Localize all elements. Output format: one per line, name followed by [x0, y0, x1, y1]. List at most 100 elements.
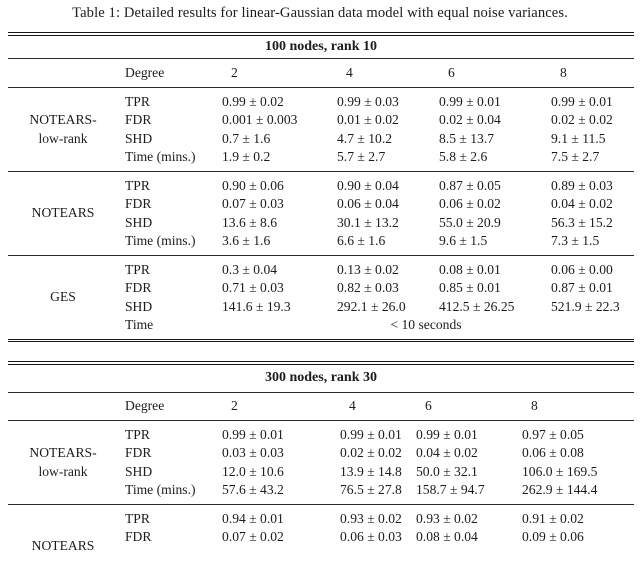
value-cell: 0.89 ± 0.03 — [551, 177, 613, 193]
value-cell: 106.0 ± 169.5 — [522, 463, 598, 479]
degree-col-header: 4 — [349, 398, 356, 414]
value-cell: 0.85 ± 0.01 — [439, 280, 501, 296]
degree-col-header: 8 — [560, 64, 567, 80]
horizontal-rule — [8, 86, 634, 88]
value-cell: 57.6 ± 43.2 — [222, 482, 284, 498]
value-cell: 292.1 ± 26.0 — [337, 298, 406, 314]
metric-label: SHD — [125, 214, 153, 230]
value-cell: 141.6 ± 19.3 — [222, 298, 291, 314]
value-cell: 55.0 ± 20.9 — [439, 214, 501, 230]
value-cell: 5.8 ± 2.6 — [439, 149, 488, 165]
value-cell: 0.02 ± 0.02 — [551, 112, 613, 128]
metric-label: FDR — [125, 445, 152, 461]
method-block-notears-low-rank: NOTEARS- low-rank TPR 0.99 ± 0.01 0.99 ±… — [8, 421, 634, 504]
method-label-line: low-rank — [38, 463, 88, 479]
table-top-rule — [8, 32, 634, 36]
degree-col-header: 2 — [231, 398, 238, 414]
value-cell: 13.9 ± 14.8 — [340, 463, 402, 479]
metric-label: FDR — [125, 196, 152, 212]
value-cell: 0.07 ± 0.02 — [222, 529, 284, 545]
value-cell: 0.02 ± 0.02 — [340, 445, 402, 461]
horizontal-rule — [8, 170, 634, 172]
value-cell: 0.02 ± 0.04 — [439, 112, 501, 128]
degree-label: Degree — [125, 64, 165, 80]
metric-label: SHD — [125, 463, 153, 479]
metric-label: FDR — [125, 529, 152, 545]
value-cell: 0.99 ± 0.01 — [222, 426, 284, 442]
value-cell: 0.001 ± 0.003 — [222, 112, 298, 128]
value-cell: 56.3 ± 15.2 — [551, 214, 613, 230]
metric-label: FDR — [125, 280, 152, 296]
value-cell: 0.01 ± 0.02 — [337, 112, 399, 128]
degree-col-header: 8 — [531, 398, 538, 414]
method-label: NOTEARS — [8, 510, 118, 584]
degree-col-header: 6 — [425, 398, 432, 414]
value-cell: 0.08 ± 0.04 — [416, 529, 478, 545]
method-label-line: NOTEARS- — [29, 445, 97, 461]
method-label: GES — [8, 261, 118, 335]
value-cell: 76.5 ± 27.8 — [340, 482, 402, 498]
metric-label: TPR — [125, 510, 150, 526]
method-label-line: NOTEARS — [31, 205, 95, 221]
metric-label: TPR — [125, 426, 150, 442]
value-cell: 0.93 ± 0.02 — [416, 510, 478, 526]
value-cell: 0.82 ± 0.03 — [337, 280, 399, 296]
value-cell: 0.99 ± 0.01 — [439, 93, 501, 109]
value-cell: 0.06 ± 0.00 — [551, 261, 613, 277]
value-cell: 8.5 ± 13.7 — [439, 130, 495, 146]
table-bottom-rule — [8, 338, 634, 343]
value-cell: 0.7 ± 1.6 — [222, 130, 271, 146]
value-cell: 0.06 ± 0.04 — [337, 196, 399, 212]
horizontal-rule — [8, 254, 634, 256]
value-cell: 0.91 ± 0.02 — [522, 510, 584, 526]
value-cell: 0.99 ± 0.01 — [340, 426, 402, 442]
value-cell: 50.0 ± 32.1 — [416, 463, 478, 479]
value-cell: 0.94 ± 0.01 — [222, 510, 284, 526]
value-cell: 0.13 ± 0.02 — [337, 261, 399, 277]
value-cell: 0.07 ± 0.03 — [222, 196, 284, 212]
section-header: 300 nodes, rank 30 — [264, 370, 378, 386]
value-cell: 5.7 ± 2.7 — [337, 149, 386, 165]
value-cell: 0.09 ± 0.06 — [522, 529, 584, 545]
value-cell: 0.99 ± 0.01 — [551, 93, 613, 109]
value-cell: 0.06 ± 0.02 — [439, 196, 501, 212]
time-span-value: < 10 seconds — [390, 317, 462, 333]
table-caption: Table 1: Detailed results for linear-Gau… — [72, 5, 568, 21]
value-cell: 0.93 ± 0.02 — [340, 510, 402, 526]
value-cell: 0.87 ± 0.05 — [439, 177, 501, 193]
horizontal-rule — [8, 419, 634, 421]
value-cell: 9.6 ± 1.5 — [439, 233, 488, 249]
degree-col-header: 2 — [231, 64, 238, 80]
degree-col-header: 4 — [346, 64, 353, 80]
value-cell: 262.9 ± 144.4 — [522, 482, 598, 498]
value-cell: 9.1 ± 11.5 — [551, 130, 606, 146]
value-cell: 0.06 ± 0.03 — [340, 529, 402, 545]
value-cell: 0.06 ± 0.08 — [522, 445, 584, 461]
value-cell: 4.7 ± 10.2 — [337, 130, 393, 146]
metric-label: Time (mins.) — [125, 149, 196, 165]
value-cell: 7.3 ± 1.5 — [551, 233, 600, 249]
value-cell: 0.03 ± 0.03 — [222, 445, 284, 461]
horizontal-rule — [8, 57, 634, 59]
degree-header-row: Degree 2 4 6 8 — [8, 393, 634, 420]
degree-header-row: Degree 2 4 6 8 — [8, 59, 634, 87]
value-cell: 0.87 ± 0.01 — [551, 280, 613, 296]
metric-label: SHD — [125, 298, 153, 314]
method-block-notears: NOTEARS TPR 0.90 ± 0.06 0.90 ± 0.04 0.87… — [8, 172, 634, 255]
metric-label: Time — [125, 317, 154, 333]
metric-label: FDR — [125, 112, 152, 128]
value-cell: 158.7 ± 94.7 — [416, 482, 485, 498]
horizontal-rule — [8, 391, 634, 393]
value-cell: 1.9 ± 0.2 — [222, 149, 271, 165]
value-cell: 6.6 ± 1.6 — [337, 233, 386, 249]
section-header: 100 nodes, rank 10 — [264, 38, 378, 54]
method-label-line: low-rank — [38, 130, 88, 146]
value-cell: 0.3 ± 0.04 — [222, 261, 278, 277]
value-cell: 0.99 ± 0.03 — [337, 93, 399, 109]
value-cell: 0.90 ± 0.04 — [337, 177, 399, 193]
metric-label: TPR — [125, 261, 150, 277]
value-cell: 12.0 ± 10.6 — [222, 463, 284, 479]
value-cell: 412.5 ± 26.25 — [439, 298, 515, 314]
value-cell: 0.08 ± 0.01 — [439, 261, 501, 277]
value-cell: 0.99 ± 0.02 — [222, 93, 284, 109]
